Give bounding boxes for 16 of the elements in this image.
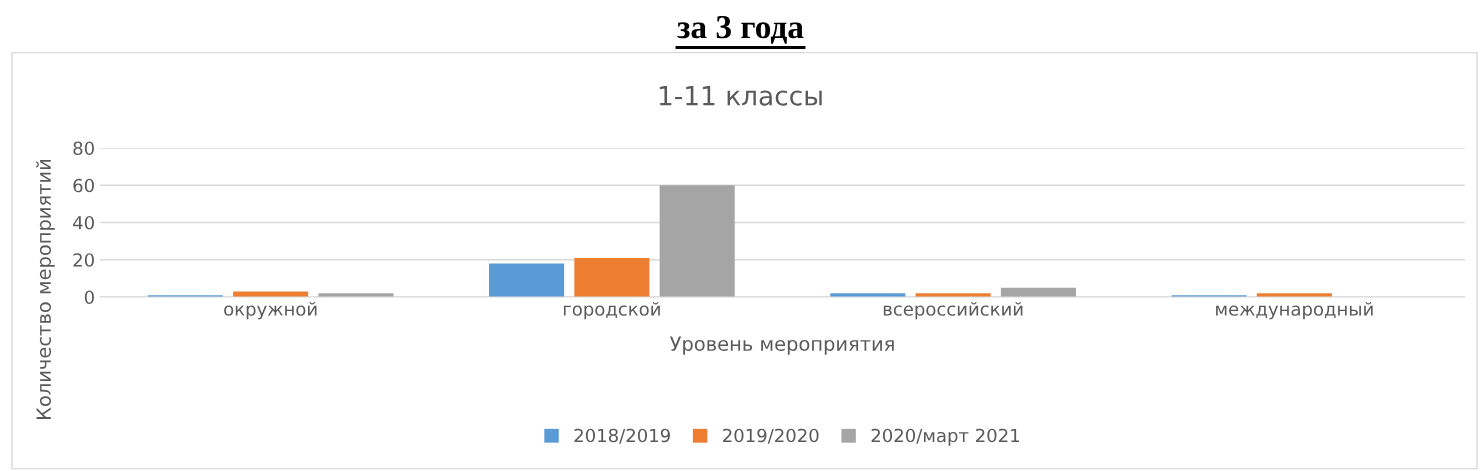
x-tick-label: всероссийский: [883, 301, 1023, 320]
y-axis-title: Количество мероприятий: [36, 160, 55, 419]
y-tick-label: 60: [73, 178, 94, 193]
x-tick-label: окружной: [224, 301, 317, 320]
y-tick-label: 20: [73, 253, 94, 267]
y-tick-label: 40: [73, 215, 94, 230]
x-tick-label: городской: [563, 301, 660, 320]
y-tick-label: 0: [84, 290, 94, 305]
legend-label: 2018/2019: [574, 428, 670, 444]
legend-label: 2019/2020: [723, 428, 819, 444]
chart-title: за 3 года: [677, 15, 804, 44]
y-tick-label: 80: [73, 141, 94, 156]
legend-label: 2020/март 2021: [871, 428, 1020, 446]
chart-subtitle: 1-11 классы: [659, 86, 822, 106]
x-axis-title: Уровень мероприятия: [669, 336, 894, 355]
x-tick-label: международный: [1216, 301, 1373, 320]
